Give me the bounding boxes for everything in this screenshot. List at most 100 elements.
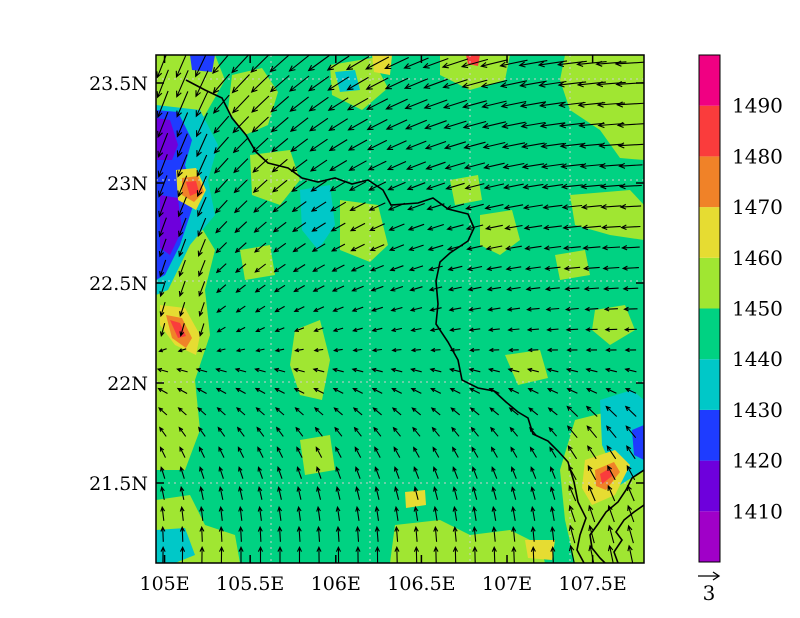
wind-vector <box>580 204 602 210</box>
wind-vector <box>352 327 363 333</box>
reference-vector: 3 <box>698 571 721 605</box>
wind-vector <box>578 142 604 149</box>
colorbar-label: 1460 <box>732 246 783 270</box>
wind-vector <box>525 286 541 292</box>
wind-vector <box>370 264 384 272</box>
wind-vector <box>235 326 246 333</box>
wind-vector <box>334 426 343 437</box>
wind-vector <box>159 259 167 278</box>
wind-vector <box>548 426 558 437</box>
wind-vector <box>275 407 285 416</box>
wind-vector <box>316 485 322 500</box>
wind-vector <box>425 182 446 191</box>
wind-vector <box>351 285 364 292</box>
wind-vector <box>196 348 206 353</box>
wind-vector <box>541 183 564 190</box>
wind-vector <box>605 425 617 439</box>
wind-vector <box>179 525 185 542</box>
wind-vector <box>198 281 206 297</box>
wind-vector <box>503 183 524 190</box>
plot-area <box>155 54 645 564</box>
wind-vector <box>199 505 205 521</box>
wind-vector <box>371 367 383 373</box>
wind-vector <box>179 323 185 337</box>
wind-vector <box>355 525 361 542</box>
wind-vector <box>405 119 428 130</box>
wind-vector <box>519 101 547 109</box>
wind-vector <box>216 326 226 333</box>
wind-vector <box>408 244 424 252</box>
colorbar-box <box>699 207 720 258</box>
wind-vector <box>443 120 467 130</box>
wind-vector <box>373 426 382 437</box>
colorbar-box <box>699 156 720 208</box>
wind-vector <box>316 505 321 521</box>
wind-vector <box>588 484 596 502</box>
wind-vector <box>391 388 402 394</box>
wind-vector <box>452 446 459 458</box>
wind-vector <box>626 445 636 460</box>
wind-vector <box>540 142 565 149</box>
border-lines <box>185 79 644 563</box>
wind-vector <box>333 407 343 416</box>
wind-vector <box>465 203 484 211</box>
wind-vector <box>606 445 617 460</box>
wind-vector <box>624 388 637 394</box>
wind-vector <box>605 405 618 417</box>
wind-vector <box>158 407 168 416</box>
wind-vector <box>374 546 380 563</box>
wind-vector <box>623 327 637 332</box>
wind-vector <box>176 387 188 394</box>
wind-vector <box>250 74 270 93</box>
wind-vector <box>432 446 440 458</box>
wind-vector <box>621 245 640 251</box>
wind-vector <box>293 388 305 394</box>
wind-vector <box>196 112 208 138</box>
wind-vector <box>504 224 523 231</box>
contour-patch-1450 <box>480 210 520 255</box>
wind-vector <box>212 55 230 74</box>
wind-vector <box>156 90 169 119</box>
wind-vector <box>369 223 385 231</box>
wind-vector <box>257 546 264 563</box>
wind-vector <box>530 546 536 563</box>
wind-vector <box>491 505 497 521</box>
wind-vector <box>488 347 500 353</box>
wind-vector <box>238 485 243 500</box>
wind-vector <box>294 407 304 416</box>
wind-vector <box>326 55 350 71</box>
wind-vector <box>384 57 409 70</box>
wind-vector <box>196 133 208 158</box>
wind-vector <box>603 286 619 292</box>
wind-vector <box>351 367 364 373</box>
wind-vector <box>315 446 323 458</box>
wind-vector <box>276 446 284 458</box>
wind-vector <box>412 426 421 437</box>
wind-vector <box>452 505 458 521</box>
wind-vector <box>563 265 581 271</box>
wind-vector <box>158 348 167 353</box>
wind-vector <box>413 466 420 479</box>
wind-vector <box>374 485 380 500</box>
wind-vector <box>567 445 578 460</box>
wind-vector <box>235 348 246 353</box>
wind-vector <box>177 348 187 353</box>
wind-vector <box>371 388 383 394</box>
wind-vector <box>393 466 400 479</box>
wind-vector <box>413 446 420 458</box>
wind-vector <box>394 546 400 563</box>
wind-vector <box>274 327 285 333</box>
wind-vector <box>387 181 406 191</box>
wind-vector <box>217 426 226 437</box>
wind-vector <box>238 525 244 542</box>
contour-patch-1450 <box>300 435 335 475</box>
wind-vector <box>179 505 185 521</box>
wind-vector <box>470 426 479 437</box>
wind-vector <box>393 446 401 458</box>
colorbar-labels: 1410 1420 1430 1440 1450 1460 1470 1480 1490 <box>732 94 783 524</box>
wind-vector <box>504 245 522 251</box>
colorbar-box <box>699 308 720 360</box>
wind-vector <box>546 347 558 353</box>
wind-vector <box>353 426 362 437</box>
wind-vector <box>159 301 166 318</box>
